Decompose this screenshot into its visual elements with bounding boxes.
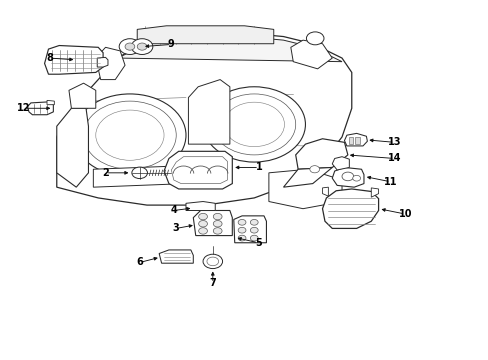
Circle shape <box>137 43 147 50</box>
Circle shape <box>250 220 258 225</box>
Bar <box>348 137 352 144</box>
Polygon shape <box>193 211 232 235</box>
Circle shape <box>83 101 176 169</box>
Circle shape <box>250 235 258 241</box>
Circle shape <box>206 257 218 266</box>
Polygon shape <box>295 139 347 169</box>
Circle shape <box>238 235 245 241</box>
Circle shape <box>198 228 207 234</box>
Text: 1: 1 <box>255 162 262 172</box>
Polygon shape <box>331 157 348 170</box>
Circle shape <box>213 228 222 234</box>
Text: 6: 6 <box>136 257 143 267</box>
Polygon shape <box>283 167 331 187</box>
Polygon shape <box>233 216 266 243</box>
Circle shape <box>212 94 295 155</box>
Circle shape <box>198 221 207 227</box>
Polygon shape <box>93 166 185 187</box>
Polygon shape <box>188 80 229 144</box>
Text: 14: 14 <box>387 153 401 163</box>
Polygon shape <box>69 83 96 108</box>
Text: 8: 8 <box>46 53 53 63</box>
Circle shape <box>341 172 353 181</box>
Text: 7: 7 <box>209 278 216 288</box>
Polygon shape <box>268 169 341 209</box>
Circle shape <box>306 32 324 45</box>
Polygon shape <box>163 151 232 189</box>
Circle shape <box>250 227 258 233</box>
Circle shape <box>132 167 147 179</box>
Polygon shape <box>47 100 54 105</box>
Text: 5: 5 <box>254 238 261 248</box>
Circle shape <box>213 213 222 220</box>
Circle shape <box>309 166 319 173</box>
Text: 2: 2 <box>102 168 109 178</box>
Polygon shape <box>331 167 363 187</box>
Text: 9: 9 <box>168 40 174 49</box>
Polygon shape <box>344 134 366 146</box>
Circle shape <box>203 254 222 269</box>
Circle shape <box>213 221 222 227</box>
Polygon shape <box>118 37 341 62</box>
Polygon shape <box>137 26 273 44</box>
Circle shape <box>74 94 185 176</box>
Circle shape <box>238 227 245 233</box>
Polygon shape <box>57 33 351 205</box>
Polygon shape <box>322 189 378 228</box>
Circle shape <box>238 220 245 225</box>
Polygon shape <box>27 102 53 115</box>
Polygon shape <box>290 40 331 69</box>
Circle shape <box>131 39 153 54</box>
Text: 4: 4 <box>170 206 177 216</box>
Circle shape <box>224 102 284 147</box>
Text: 13: 13 <box>387 138 401 147</box>
Bar <box>354 137 359 144</box>
Polygon shape <box>322 187 328 196</box>
Text: 10: 10 <box>398 209 411 219</box>
Circle shape <box>125 43 135 50</box>
Polygon shape <box>97 57 108 67</box>
Circle shape <box>203 87 305 162</box>
Polygon shape <box>44 45 103 74</box>
Text: 3: 3 <box>172 224 179 233</box>
Polygon shape <box>171 157 227 184</box>
Polygon shape <box>57 108 88 187</box>
Polygon shape <box>370 188 378 197</box>
Polygon shape <box>185 202 215 211</box>
Circle shape <box>352 175 360 181</box>
Text: 12: 12 <box>17 103 31 113</box>
Circle shape <box>198 213 207 220</box>
Circle shape <box>119 39 141 54</box>
Polygon shape <box>96 47 125 80</box>
Polygon shape <box>159 250 193 263</box>
Circle shape <box>96 110 163 160</box>
Text: 11: 11 <box>383 177 397 187</box>
